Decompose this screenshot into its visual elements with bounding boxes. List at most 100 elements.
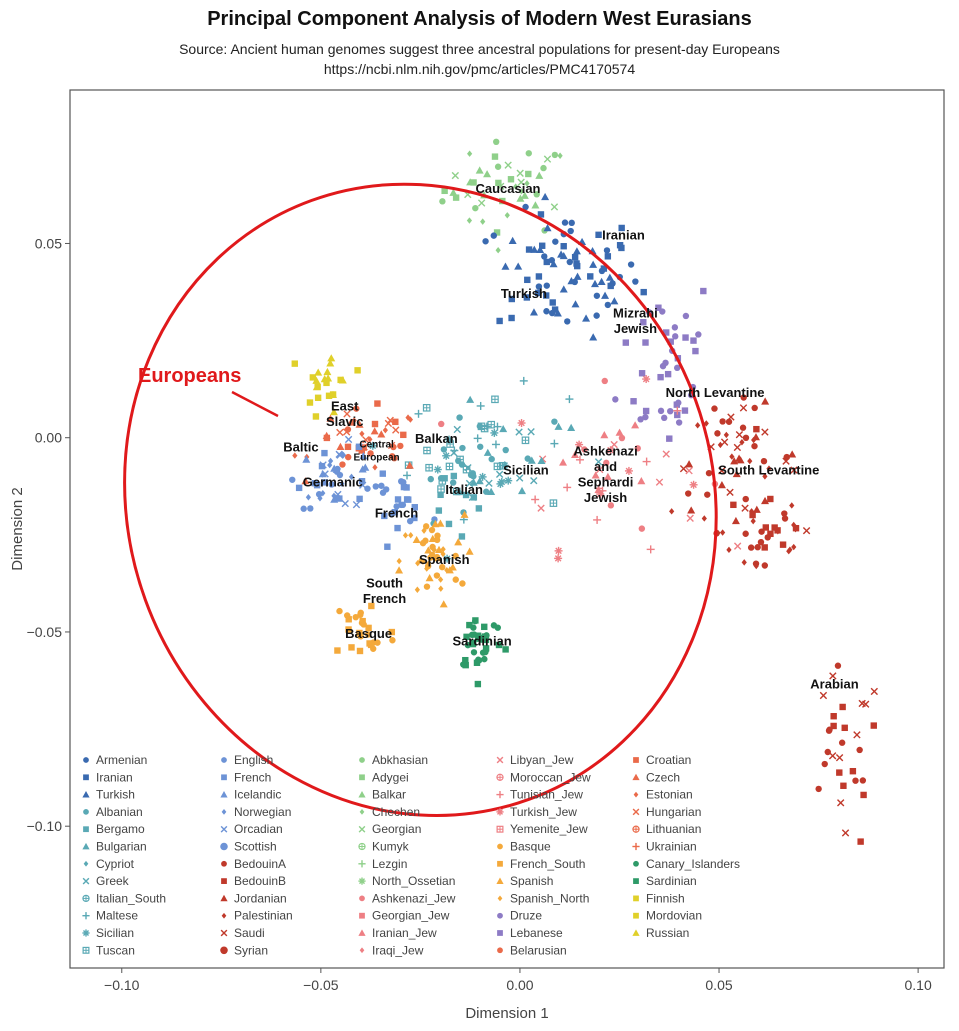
data-point [571, 300, 580, 308]
data-point [392, 418, 399, 426]
data-point [436, 519, 445, 527]
data-point [475, 505, 483, 512]
data-point [860, 791, 867, 799]
cluster-label: Sephardi [578, 474, 634, 489]
data-point [513, 183, 519, 190]
legend-label: French_South [510, 857, 585, 871]
data-point [815, 785, 822, 793]
data-point [664, 370, 672, 378]
data-point [327, 354, 336, 362]
legend-marker [82, 842, 90, 850]
cluster-label: East [331, 399, 359, 414]
data-point [477, 199, 486, 207]
legend-label: Russian [646, 926, 689, 940]
data-point [344, 443, 352, 451]
data-point [365, 631, 372, 638]
data-point [787, 546, 793, 553]
data-point [458, 533, 466, 540]
legend-item: Cypriot [83, 857, 135, 871]
legend-label: Bergamo [96, 822, 145, 836]
legend-item: Canary_Islanders [633, 857, 740, 871]
data-point [434, 532, 441, 539]
data-point [594, 458, 603, 466]
data-point [473, 659, 481, 666]
data-point [603, 247, 611, 254]
data-point [571, 253, 579, 261]
data-point [779, 541, 787, 548]
data-point [529, 308, 538, 316]
cluster-label: Basque [345, 626, 392, 641]
data-point [490, 428, 499, 437]
data-point [407, 416, 414, 423]
data-point [524, 180, 530, 187]
data-point [306, 399, 314, 406]
legend-item: Armenian [83, 753, 147, 767]
data-point [861, 700, 870, 708]
legend-item: Iraqi_Jew [359, 943, 424, 957]
data-point [725, 418, 733, 425]
data-point [567, 277, 576, 285]
data-point [536, 245, 545, 254]
legend-item: Basque [497, 840, 551, 854]
data-point [361, 463, 370, 471]
legend-marker [497, 843, 503, 850]
data-point [474, 635, 482, 642]
legend-marker [358, 791, 366, 798]
data-point [781, 510, 788, 517]
data-point [572, 247, 581, 255]
data-point [354, 367, 361, 374]
data-point [422, 523, 430, 530]
legend-item: Russian [632, 926, 689, 940]
data-point [438, 576, 444, 583]
data-point [314, 394, 322, 402]
data-point [440, 546, 446, 553]
data-point [323, 379, 330, 387]
data-point [682, 312, 690, 320]
data-point [481, 655, 488, 663]
data-point [521, 436, 530, 445]
legend-marker [221, 912, 227, 919]
data-point [496, 317, 503, 325]
legend-item: Estonian [633, 788, 693, 802]
data-point [449, 479, 457, 486]
legend-marker [358, 929, 366, 936]
data-point [607, 502, 615, 509]
legend-marker [82, 877, 90, 885]
data-point [391, 508, 399, 516]
data-point [741, 559, 747, 566]
data-point [504, 476, 513, 485]
cluster-label: Mizrahi [613, 305, 658, 320]
legend-marker [358, 860, 366, 868]
data-point [356, 647, 364, 655]
data-point [524, 276, 531, 284]
data-point [328, 457, 334, 465]
legend-label: Balkar [372, 788, 406, 802]
legend-marker [496, 877, 504, 884]
legend-marker [632, 842, 640, 851]
data-point [490, 232, 497, 239]
data-point [445, 566, 454, 574]
legend-marker [632, 825, 640, 833]
legend-label: Lithuanian [646, 822, 701, 836]
data-point [477, 443, 484, 450]
data-point [445, 462, 454, 471]
data-point [372, 483, 379, 490]
data-point [554, 554, 563, 563]
data-point [428, 534, 437, 542]
data-point [454, 538, 463, 546]
legend-marker [221, 878, 227, 884]
data-point [685, 460, 694, 468]
data-point [302, 455, 311, 463]
data-point [495, 247, 501, 254]
data-point [530, 476, 538, 485]
cluster-label: Sicilian [503, 463, 549, 478]
legend-marker [496, 825, 504, 833]
data-point [377, 430, 386, 438]
data-point [472, 204, 479, 212]
data-point [605, 273, 614, 281]
data-point [840, 782, 847, 789]
data-point [638, 525, 646, 532]
data-point [371, 420, 379, 428]
data-point [466, 178, 475, 186]
data-point [828, 752, 837, 760]
